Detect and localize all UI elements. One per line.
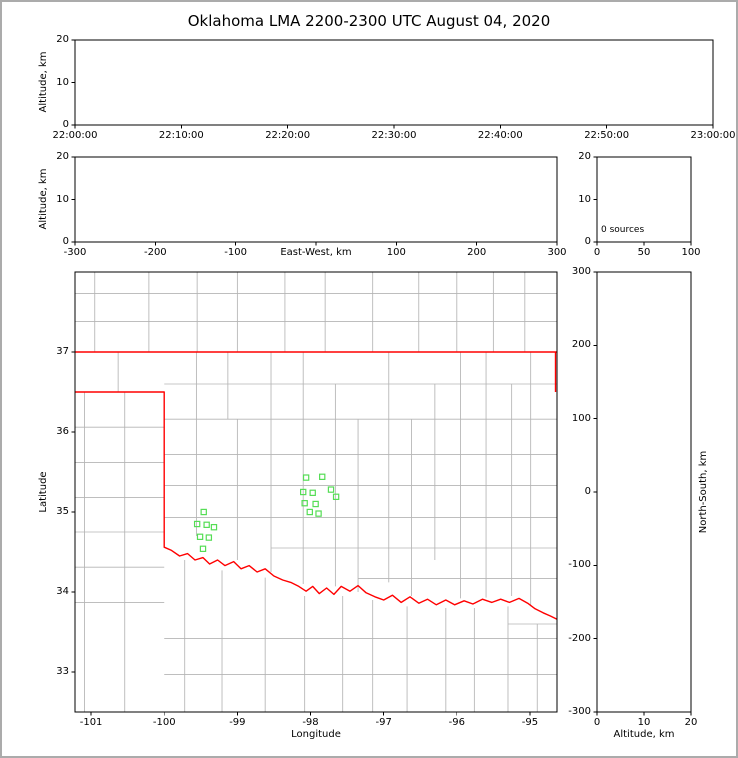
lma-station-marker <box>309 489 316 497</box>
lma-station-marker <box>210 523 218 531</box>
panel-D-frame <box>74 271 558 713</box>
tick-label: 0 <box>62 119 69 130</box>
lma-station-marker <box>193 520 201 528</box>
tick-label: -95 <box>521 716 539 728</box>
tick-label: 0 <box>593 246 601 258</box>
lma-station-marker <box>300 488 307 496</box>
panel-E-frame <box>596 271 692 713</box>
tick-label: 20 <box>578 151 591 162</box>
tick-label: 0 <box>62 236 69 247</box>
tick-label: 34 <box>56 586 69 597</box>
lma-station-marker <box>203 521 210 529</box>
tick-label: 22:20:00 <box>265 129 311 141</box>
lma-station-marker <box>200 508 207 516</box>
tick-label: 100 <box>386 246 406 258</box>
lma-station-marker <box>302 474 310 481</box>
tick-label: 22:50:00 <box>584 129 630 141</box>
tick-label: 35 <box>56 506 69 517</box>
figure-title: Oklahoma LMA 2200-2300 UTC August 04, 20… <box>187 12 551 30</box>
ns-panel-ylabel: North-South, km <box>698 450 709 534</box>
tick-label: -100 <box>224 246 247 258</box>
lma-station-marker <box>332 493 340 501</box>
tick-label: -98 <box>302 716 319 728</box>
tick-label: -100 <box>568 559 591 571</box>
tick-label: 22:30:00 <box>371 129 417 141</box>
tick-label: 50 <box>637 246 651 258</box>
map-xlabel: Longitude <box>291 729 341 740</box>
tick-label: 10 <box>578 193 591 205</box>
lma-station-marker <box>312 500 319 508</box>
ew-panel-xlabel: East-West, km <box>280 247 352 258</box>
tick-label: 10 <box>56 193 69 205</box>
panel-frames-and-ticks <box>71 39 714 716</box>
tick-label: 300 <box>547 246 567 258</box>
tick-label: 22:00:00 <box>52 129 98 141</box>
tick-label: -97 <box>375 716 392 728</box>
tick-label: 200 <box>467 246 487 258</box>
state-border <box>75 351 558 620</box>
tick-label: -300 <box>568 706 591 717</box>
tick-label: -200 <box>143 246 167 258</box>
tick-label: 20 <box>684 716 698 728</box>
lma-stations <box>193 473 340 553</box>
lma-station-marker <box>319 473 326 481</box>
tick-label: 22:40:00 <box>477 129 523 141</box>
tick-label: 20 <box>56 151 69 162</box>
tick-label: 33 <box>56 666 69 677</box>
tick-label: 10 <box>56 76 69 88</box>
tick-label: 22:10:00 <box>158 129 204 141</box>
tick-label: -200 <box>568 632 591 644</box>
tick-label: 100 <box>571 412 591 424</box>
lma-station-marker <box>327 486 335 493</box>
tick-label: 100 <box>681 246 701 258</box>
tick-label: 23:00:00 <box>690 129 736 141</box>
lma-station-marker <box>196 533 204 541</box>
tick-label: -99 <box>229 716 246 728</box>
panel-A-frame <box>74 39 714 126</box>
map-ylabel: Latitude <box>38 471 49 513</box>
lma-station-marker <box>199 545 207 553</box>
tick-label: -100 <box>152 716 176 728</box>
tick-label: 0 <box>584 236 591 247</box>
tick-label: 0 <box>584 486 591 497</box>
county-lines <box>75 272 557 712</box>
tick-label: -300 <box>63 246 87 258</box>
tick-label: 0 <box>593 716 601 728</box>
panel-B-frame <box>74 156 558 243</box>
tick-label: 36 <box>56 426 69 437</box>
tick-label: 10 <box>637 716 651 728</box>
histogram-source-count: 0 sources <box>601 225 645 235</box>
tick-label: 300 <box>571 266 591 277</box>
tick-label: 37 <box>56 346 69 357</box>
tick-label: -101 <box>79 716 103 728</box>
ns-panel-xlabel: Altitude, km <box>613 729 675 740</box>
lma-station-marker <box>205 534 213 541</box>
lma-station-marker <box>306 508 313 516</box>
lma-station-marker <box>301 500 308 507</box>
lma-station-marker <box>315 510 322 517</box>
tick-label: -96 <box>448 716 465 728</box>
tick-label: 20 <box>56 34 69 45</box>
tick-label: 200 <box>571 339 591 351</box>
